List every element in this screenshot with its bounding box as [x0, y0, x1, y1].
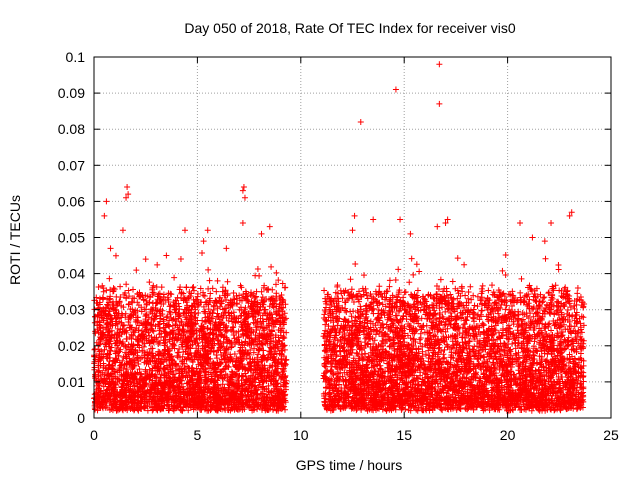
data-point [111, 286, 118, 293]
data-point [238, 284, 245, 291]
data-point [167, 309, 174, 316]
data-point [107, 286, 114, 293]
data-point [263, 391, 270, 398]
data-point [105, 351, 112, 358]
data-point [140, 343, 147, 350]
data-point [269, 362, 276, 369]
data-point [205, 266, 212, 273]
data-point [103, 403, 110, 410]
data-point [171, 274, 178, 281]
data-point [214, 277, 221, 284]
data-point [92, 328, 99, 335]
data-point [229, 324, 236, 331]
data-point [95, 284, 102, 291]
data-point [201, 308, 208, 315]
data-point [213, 288, 220, 295]
data-point [215, 341, 222, 348]
data-point [106, 296, 113, 303]
data-point [106, 328, 113, 335]
data-point [106, 275, 113, 282]
data-point [280, 314, 287, 321]
data-point [158, 284, 165, 291]
data-point [280, 343, 287, 350]
data-point [117, 294, 124, 301]
data-point [254, 341, 261, 348]
data-point [129, 286, 136, 293]
data-point [111, 390, 118, 397]
data-point [197, 285, 204, 292]
data-point [122, 289, 129, 296]
data-point [133, 267, 140, 274]
data-point [256, 272, 263, 279]
data-point [210, 331, 217, 338]
data-point [177, 255, 184, 262]
data-point [275, 277, 282, 284]
data-point [219, 284, 226, 291]
data-point [254, 266, 261, 273]
data-point [146, 299, 153, 306]
data-point [141, 340, 148, 347]
data-point [174, 352, 181, 359]
data-point [110, 285, 117, 292]
data-point [117, 283, 124, 290]
data-point [162, 329, 169, 336]
data-point [156, 331, 163, 338]
data-point [136, 344, 143, 351]
data-points [91, 61, 588, 414]
data-point [98, 331, 105, 338]
data-point [153, 283, 160, 290]
data-point [272, 348, 279, 355]
data-point [195, 309, 202, 316]
